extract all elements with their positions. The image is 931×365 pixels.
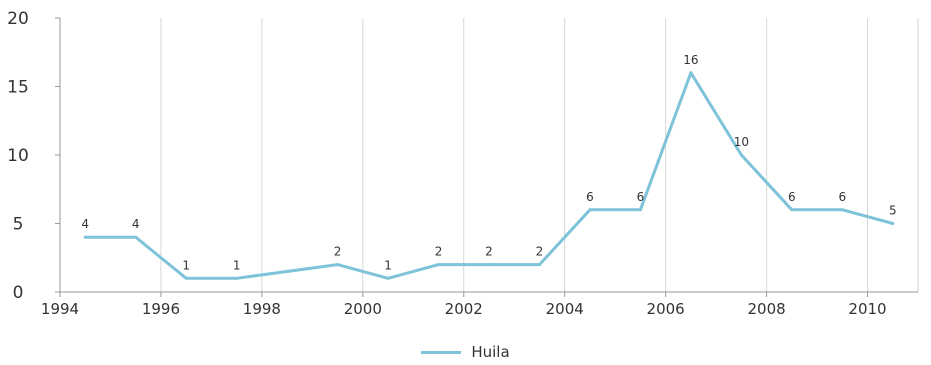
data-point — [891, 222, 895, 225]
data-label: 4 — [132, 217, 140, 231]
x-tick-label: 2002 — [445, 300, 483, 318]
y-tick-label: 20 — [7, 9, 29, 29]
data-label: 6 — [637, 190, 645, 204]
legend: Huila — [0, 342, 931, 362]
data-point — [689, 71, 693, 75]
data-label: 5 — [889, 204, 897, 218]
series-line-huila — [83, 71, 895, 280]
y-tick-label: 10 — [7, 146, 29, 166]
legend-swatch — [421, 350, 462, 354]
series-lines — [83, 71, 895, 280]
data-point — [790, 208, 794, 212]
x-tick-label: 1994 — [41, 300, 79, 318]
grid-lines — [160, 18, 919, 292]
x-tick-label: 1996 — [142, 300, 180, 318]
data-point — [487, 263, 491, 267]
data-label: 6 — [788, 190, 796, 204]
data-point — [386, 276, 390, 280]
data-label: 2 — [334, 245, 342, 259]
data-label: 1 — [384, 258, 392, 272]
data-label: 2 — [435, 245, 443, 259]
axes: 1994 1996 1998 2000 2002 2004 2006 2008 20100510… — [7, 9, 918, 318]
data-label: 16 — [683, 53, 698, 67]
data-point — [537, 263, 541, 267]
data-point — [184, 276, 188, 280]
x-tick-label: 2000 — [344, 300, 382, 318]
data-point — [739, 153, 743, 157]
x-tick-label: 2010 — [848, 300, 886, 318]
data-point — [840, 208, 844, 212]
y-tick-label: 0 — [13, 283, 24, 303]
x-tick-label: 2004 — [546, 300, 584, 318]
data-point — [437, 263, 441, 267]
data-point — [336, 263, 340, 267]
data-point — [83, 235, 87, 239]
y-tick-label: 5 — [13, 215, 24, 235]
data-point — [134, 235, 138, 239]
data-label: 6 — [586, 190, 594, 204]
data-point — [638, 208, 642, 212]
data-label: 2 — [485, 245, 493, 259]
x-tick-label: 2006 — [647, 300, 685, 318]
data-label: 4 — [81, 217, 89, 231]
data-label: 6 — [838, 190, 846, 204]
legend-label-huila: Huila — [471, 343, 510, 361]
y-tick-label: 15 — [7, 78, 29, 98]
x-tick-label: 2008 — [747, 300, 785, 318]
data-label: 1 — [233, 258, 241, 272]
data-point — [588, 208, 592, 212]
data-label: 2 — [536, 245, 544, 259]
x-tick-label: 1998 — [243, 300, 281, 318]
data-labels: 4 4 1 1 2 1 2 2 2 6 6 16 10 6 6 5 — [81, 53, 896, 272]
data-label: 1 — [182, 258, 190, 272]
data-point — [235, 276, 239, 280]
data-label: 10 — [734, 135, 749, 149]
